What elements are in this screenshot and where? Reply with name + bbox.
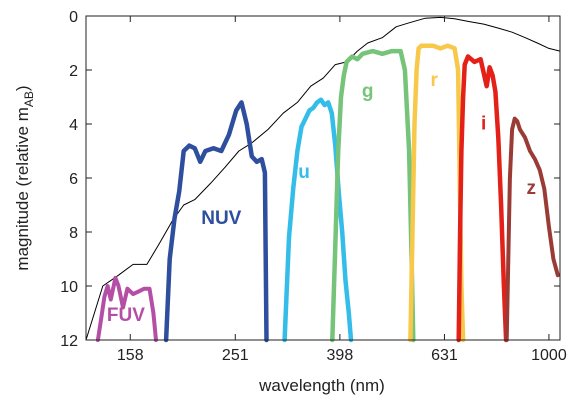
y-tick-label: 8 [69,225,78,242]
series-line-i [456,54,509,343]
x-tick-label: 1000 [531,347,567,364]
plot-frame [85,15,561,341]
y-tick-label: 2 [69,63,78,80]
y-axis-label-sub: AB [22,91,36,107]
annotations: FUV NUV u g r i z [107,70,536,326]
series-line-z [504,116,560,342]
band-label-z: z [526,178,536,199]
x-tick-label: 251 [222,347,249,364]
x-tick-label: 158 [117,347,144,364]
band-label-nuv: NUV [201,208,241,229]
series-line-fuv [95,275,158,342]
y-axis-label: magnitude (relative mAB) [13,85,36,270]
series-line-g [330,48,416,343]
band-label-g: g [362,81,374,102]
y-tick-label: 6 [69,171,78,188]
series-line-spectrum [85,16,561,341]
band-label-i: i [481,113,486,134]
y-tick-label: 12 [60,333,78,350]
axes: 158 251 398 631 1000 0 2 4 6 8 10 12 [60,9,567,364]
y-axis-label-close: ) [13,85,32,91]
series-line-u [282,97,354,343]
band-label-r: r [430,70,438,91]
band-label-fuv: FUV [107,305,145,326]
x-tick-label: 631 [431,347,458,364]
plot-lines [85,16,561,343]
y-tick-label: 4 [69,117,78,134]
y-tick-label: 10 [60,279,78,296]
x-tick-label: 398 [327,347,354,364]
series-line-nuv [163,100,269,343]
x-axis-label: wavelength (nm) [258,376,385,395]
band-label-u: u [298,162,310,183]
y-axis-label-main: magnitude (relative m [13,107,32,270]
series-line-r [408,43,466,343]
y-tick-label: 0 [69,9,78,26]
